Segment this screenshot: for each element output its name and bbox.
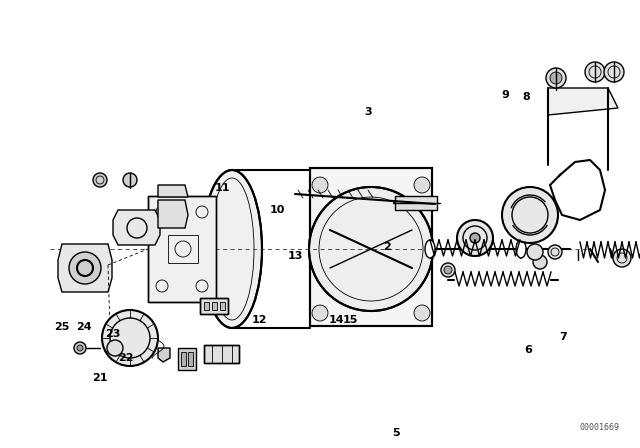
Bar <box>188 352 193 366</box>
Text: 12: 12 <box>252 315 267 325</box>
Circle shape <box>585 62 605 82</box>
Text: 10: 10 <box>269 205 285 215</box>
Circle shape <box>309 187 433 311</box>
Text: 11: 11 <box>214 183 230 193</box>
Circle shape <box>69 252 101 284</box>
Text: 13: 13 <box>287 251 303 261</box>
Ellipse shape <box>425 240 435 258</box>
Text: 14: 14 <box>329 315 345 325</box>
Polygon shape <box>158 348 170 362</box>
Text: 7: 7 <box>559 332 567 342</box>
Text: 25: 25 <box>54 322 70 332</box>
Polygon shape <box>58 244 112 292</box>
Bar <box>204 302 209 310</box>
Circle shape <box>77 345 83 351</box>
Circle shape <box>457 220 493 256</box>
Polygon shape <box>548 88 618 115</box>
Circle shape <box>312 305 328 321</box>
Bar <box>200 298 228 314</box>
Ellipse shape <box>516 240 526 258</box>
Circle shape <box>604 62 624 82</box>
Bar <box>148 196 216 302</box>
Circle shape <box>470 233 480 243</box>
Text: 23: 23 <box>106 329 121 339</box>
Text: 3: 3 <box>364 107 372 117</box>
Circle shape <box>74 342 86 354</box>
Circle shape <box>107 340 123 356</box>
Bar <box>204 345 239 363</box>
Circle shape <box>548 245 562 259</box>
Polygon shape <box>158 185 188 197</box>
Bar <box>181 352 186 366</box>
Text: 8: 8 <box>522 92 530 102</box>
Bar <box>212 302 217 310</box>
Text: 24: 24 <box>76 322 92 332</box>
Circle shape <box>546 68 566 88</box>
Text: 6: 6 <box>524 345 532 355</box>
Bar <box>168 235 198 263</box>
Circle shape <box>441 263 455 277</box>
Text: 5: 5 <box>392 428 400 438</box>
Bar <box>178 348 196 370</box>
Text: 00001669: 00001669 <box>580 423 620 432</box>
Circle shape <box>550 72 562 84</box>
Bar <box>200 298 228 314</box>
Bar <box>310 168 432 326</box>
Text: 2: 2 <box>383 242 391 252</box>
Circle shape <box>414 177 430 193</box>
Circle shape <box>102 310 158 366</box>
Circle shape <box>444 266 452 274</box>
Circle shape <box>312 177 328 193</box>
Circle shape <box>613 249 631 267</box>
Circle shape <box>533 255 547 269</box>
Bar <box>204 345 239 363</box>
Polygon shape <box>113 210 160 245</box>
Text: 21: 21 <box>92 373 108 383</box>
Circle shape <box>123 173 137 187</box>
Text: 22: 22 <box>118 353 134 363</box>
Text: 9: 9 <box>501 90 509 100</box>
Ellipse shape <box>202 170 262 328</box>
Bar <box>220 302 225 310</box>
Bar <box>310 168 432 326</box>
Text: 15: 15 <box>342 315 358 325</box>
Polygon shape <box>158 200 188 228</box>
Circle shape <box>93 173 107 187</box>
Bar <box>148 196 216 302</box>
Circle shape <box>527 244 543 260</box>
Circle shape <box>414 305 430 321</box>
Bar <box>395 196 437 210</box>
Circle shape <box>502 187 558 243</box>
